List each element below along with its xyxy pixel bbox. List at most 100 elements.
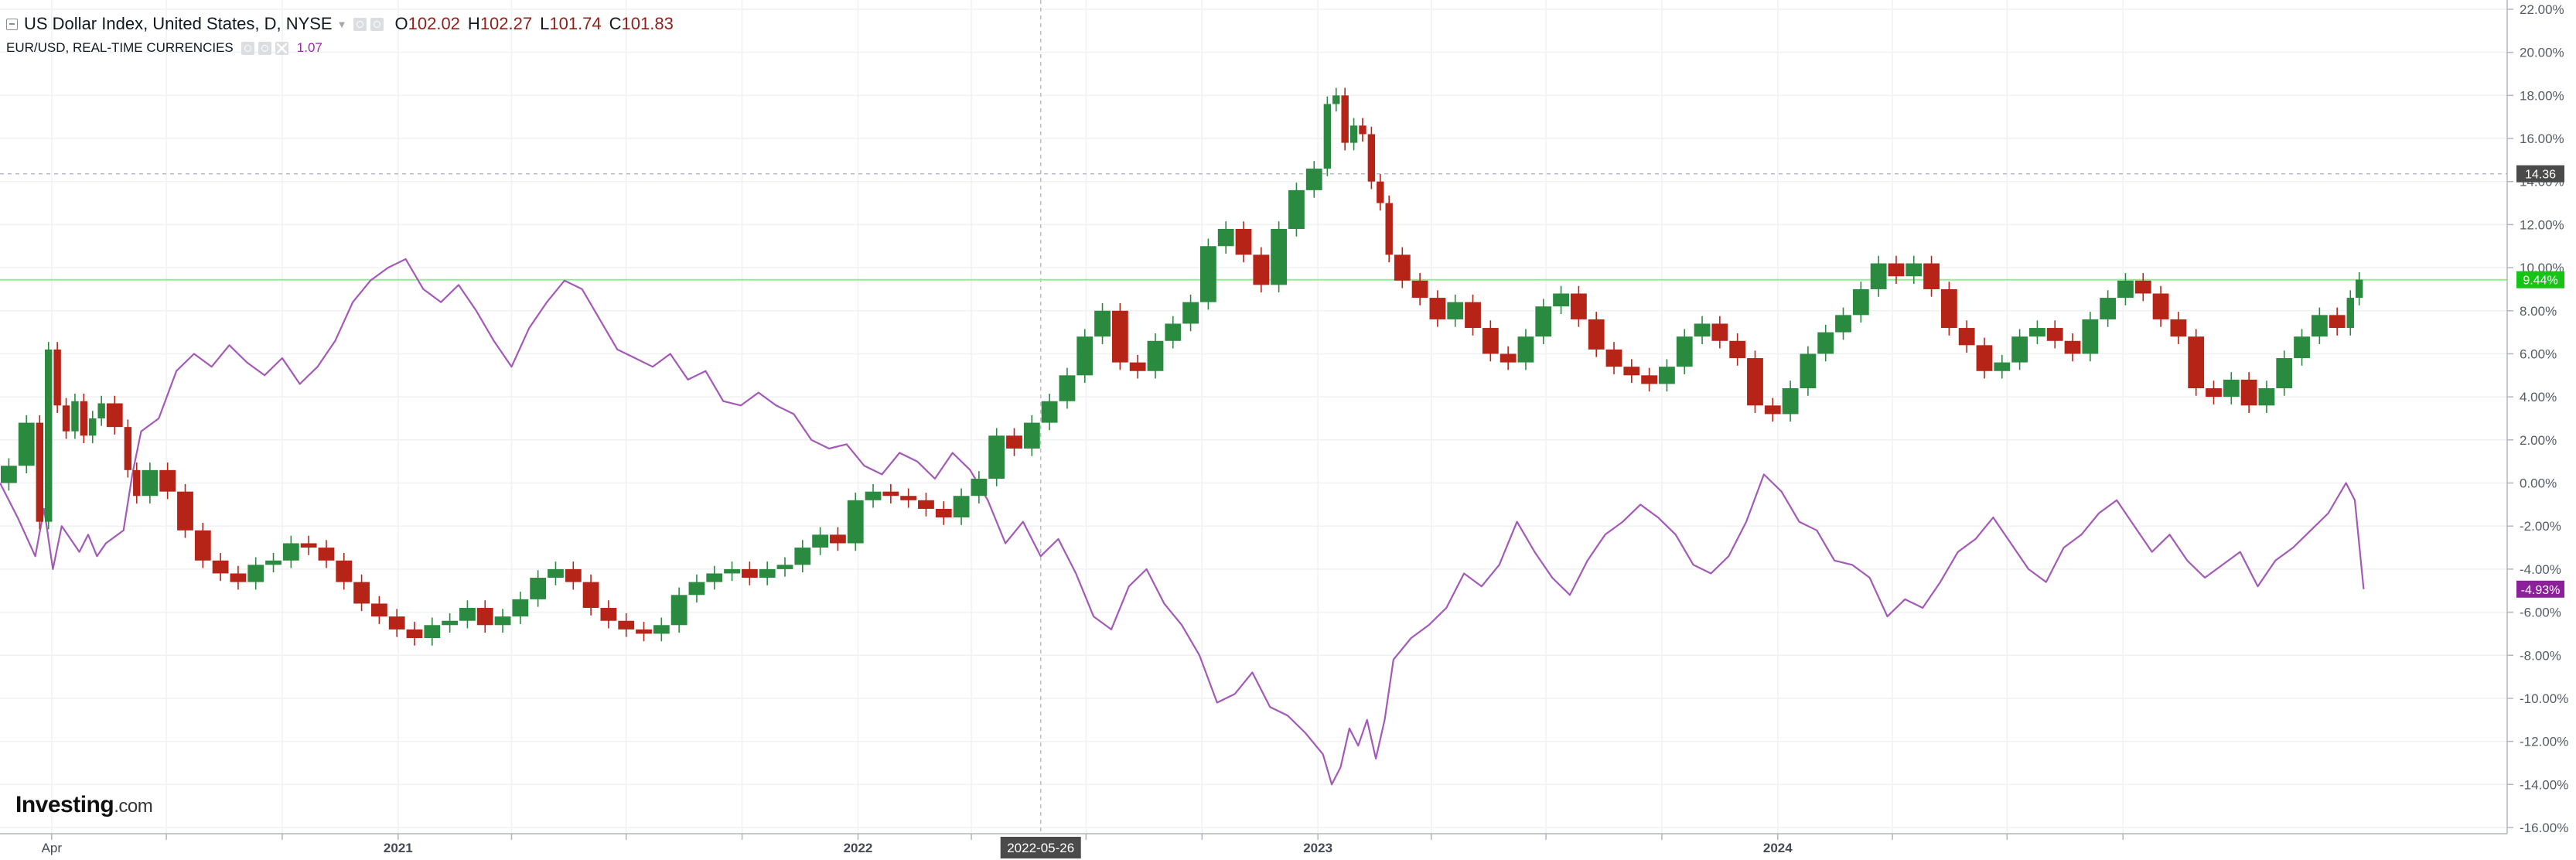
usd-candle: [1217, 228, 1234, 247]
main-series-title: US Dollar Index, United States, D, NYSE: [24, 14, 333, 33]
usd-candle: [1500, 353, 1517, 363]
usd-candle: [230, 573, 247, 582]
usd-candle: [582, 582, 599, 609]
usd-candle: [1, 466, 17, 483]
usd-candle: [89, 418, 97, 436]
usd-candle: [71, 401, 79, 432]
usd-candle: [318, 548, 335, 561]
usd-candle: [688, 582, 705, 596]
chart-grid: [0, 0, 2507, 834]
usd-candle: [1553, 293, 1569, 307]
usd-candle: [2188, 336, 2205, 389]
usd-last-label: 9.44%: [2523, 275, 2557, 288]
visibility-icon[interactable]: [241, 41, 254, 55]
x-tick-label: 2021: [384, 841, 413, 855]
usd-candle: [142, 469, 159, 497]
usd-candle: [1341, 95, 1349, 143]
crosshair-price-label: 14.36: [2525, 169, 2556, 182]
usd-candle: [512, 599, 529, 617]
investing-logo: Investing.com: [15, 792, 153, 817]
chart-series: [0, 87, 2365, 786]
usd-candle: [177, 491, 193, 531]
usd-candle: [45, 349, 53, 522]
settings-icon[interactable]: [258, 41, 271, 55]
usd-candle: [1059, 375, 1076, 401]
usd-candle: [1570, 293, 1587, 319]
usd-candle: [1782, 388, 1799, 415]
low-label: L: [540, 14, 550, 33]
usd-candle: [1976, 345, 1993, 371]
usd-candle: [882, 491, 899, 497]
usd-candle: [988, 435, 1005, 479]
compare-series-legend: EUR/USD, REAL-TIME CURRENCIES 1.07: [6, 38, 322, 58]
y-tick-label: 12.00%: [2520, 217, 2564, 232]
usd-candle: [1588, 319, 1605, 350]
usd-candle: [1870, 263, 1887, 289]
close-icon[interactable]: [275, 41, 288, 55]
usd-candle: [1923, 263, 1940, 289]
usd-candle: [18, 422, 35, 466]
usd-candle: [1729, 340, 1746, 359]
usd-candle: [1305, 169, 1322, 190]
open-value: 102.02: [408, 14, 460, 33]
y-tick-label: 22.00%: [2520, 2, 2564, 17]
usd-candle: [459, 608, 476, 621]
y-tick-label: 0.00%: [2520, 476, 2557, 491]
usd-candle: [953, 496, 970, 518]
usd-candle: [1199, 246, 1216, 302]
usd-candle: [548, 568, 564, 578]
visibility-icon[interactable]: [353, 17, 367, 31]
usd-candle: [1429, 298, 1446, 319]
usd-candle: [1235, 228, 1252, 255]
usd-candle: [847, 500, 864, 544]
y-tick-label: 4.00%: [2520, 390, 2557, 404]
usd-candle: [133, 469, 141, 497]
usd-candle: [1332, 95, 1340, 104]
usd-candle: [1940, 288, 1957, 329]
usd-candle: [2258, 388, 2275, 406]
usd-candle: [1994, 362, 2011, 371]
usd-candle: [1076, 336, 1094, 376]
usd-candle: [1482, 328, 1499, 354]
usd-candle: [1676, 336, 1693, 367]
chevron-down-icon[interactable]: ▼: [336, 18, 347, 30]
y-tick-label: -12.00%: [2520, 735, 2568, 749]
usd-candle: [1359, 125, 1366, 135]
usd-candle: [1605, 349, 1622, 367]
eur-last-badge: [2516, 580, 2564, 598]
usd-candle: [1006, 435, 1022, 449]
usd-candle: [194, 530, 211, 561]
compare-series-value: 1.07: [296, 40, 322, 55]
y-tick-label: 8.00%: [2520, 304, 2557, 319]
usd-candle: [2346, 298, 2354, 329]
usd-candle: [670, 595, 688, 626]
usd-candle: [300, 543, 317, 548]
open-label: O: [394, 14, 408, 33]
usd-candle: [2206, 388, 2222, 398]
usd-candle: [1129, 362, 1146, 371]
usd-candle: [62, 405, 70, 432]
usd-candle: [1906, 263, 1923, 277]
usd-candle: [1800, 353, 1817, 389]
usd-candle: [2046, 328, 2063, 341]
usd-candle: [1271, 228, 1288, 285]
y-tick-label: 2.00%: [2520, 433, 2557, 448]
usd-candle: [494, 616, 511, 626]
usd-candle: [336, 560, 353, 582]
usd-candle: [53, 349, 61, 406]
crosshair-price-badge: [2516, 165, 2564, 183]
collapse-legend-icon[interactable]: [6, 18, 18, 30]
usd-candle: [565, 568, 582, 582]
usd-candle: [1764, 405, 1781, 415]
usd-candle: [1447, 302, 1464, 319]
usd-candle: [900, 496, 917, 500]
settings-icon[interactable]: [370, 17, 384, 31]
usd-candle: [1288, 189, 1305, 229]
usd-candle: [1323, 104, 1332, 169]
usd-candle: [2223, 379, 2240, 398]
usd-last-badge: [2516, 271, 2564, 288]
usd-candle: [636, 629, 652, 634]
usd-candle: [2329, 315, 2346, 329]
usd-candle: [370, 603, 387, 617]
